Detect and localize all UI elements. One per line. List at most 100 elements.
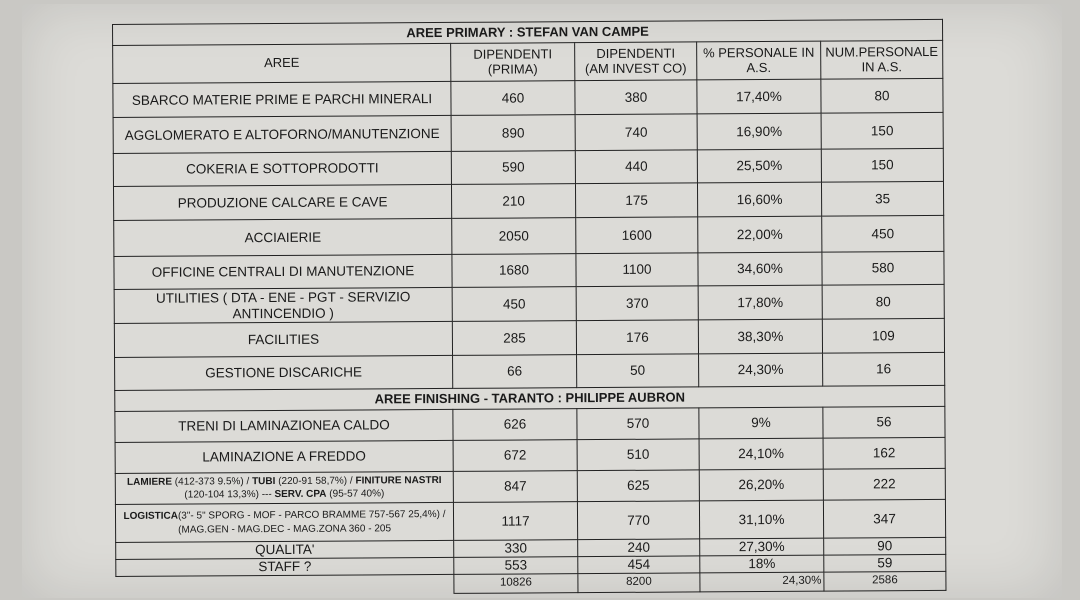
col-header-dipendenti-prima: DIPENDENTI (PRIMA): [450, 42, 575, 82]
col-header-num-as: NUM.PERSONALE IN A.S.: [820, 40, 943, 80]
finiture-label: FINITURE NASTRI: [355, 474, 442, 487]
num-cell: 80: [822, 284, 945, 320]
num-cell: 35: [821, 181, 944, 217]
perc-cell: 16,60%: [697, 182, 822, 217]
am-cell: 370: [576, 285, 699, 321]
table-row: SBARCO MATERIE PRIME E PARCHI MINERALI 4…: [112, 78, 944, 118]
am-cell: 740: [575, 113, 698, 151]
am-cell: 570: [576, 407, 700, 440]
document-table-wrapper: AREE PRIMARY : STEFAN VAN CAMPE AREE DIP…: [112, 19, 946, 596]
am-cell: 625: [577, 469, 700, 502]
perc-cell: 26,20%: [699, 469, 824, 501]
num-cell: 450: [821, 215, 944, 253]
table-row: GESTIONE DISCARICHE 66 50 24,30% 16: [114, 352, 945, 391]
am-cell: 175: [575, 182, 698, 218]
prima-cell: 1117: [453, 501, 578, 541]
area-cell-logistica: LOGISTICA(3"- 5" SPORG - MOF - PARCO BRA…: [115, 502, 454, 543]
table-row: OFFICINE CENTRALI DI MANUTENZIONE 1680 1…: [113, 251, 945, 290]
num-cell: 150: [821, 112, 944, 150]
perc-cell: 24,10%: [699, 438, 824, 470]
num-cell: 347: [823, 499, 946, 539]
col-header-line: IN A.S.: [861, 58, 903, 74]
prima-cell: 285: [452, 320, 577, 356]
col-header-dipendenti-am: DIPENDENTI (AM INVEST CO): [574, 41, 697, 81]
col-header-line: % PERSONALE IN: [702, 44, 815, 60]
tubi-text: (220-91 58,7%) /: [275, 475, 356, 487]
prima-cell: 330: [453, 539, 578, 558]
area-cell: AGGLOMERATO E ALTOFORNO/MANUTENZIONE: [113, 115, 452, 154]
num-cell: 222: [823, 468, 946, 501]
prima-cell: 590: [451, 150, 576, 185]
total-am: 8200: [577, 572, 700, 593]
area-cell: ACCIAIERIE: [113, 218, 452, 257]
num-cell: 162: [823, 437, 946, 470]
area-cell: STAFF ?: [115, 557, 454, 577]
table-row: LAMINAZIONE A FREDDO 672 510 24,10% 162: [115, 437, 946, 474]
num-cell: 59: [823, 554, 946, 573]
logistica-text: (3"- 5" SPORG - MOF - PARCO BRAMME 757-5…: [177, 508, 446, 536]
table-row: LOGISTICA(3"- 5" SPORG - MOF - PARCO BRA…: [115, 499, 946, 543]
area-cell: SBARCO MATERIE PRIME E PARCHI MINERALI: [112, 81, 452, 118]
table-row: TRENI DI LAMINAZIONEA CALDO 626 570 9% 5…: [114, 406, 946, 443]
am-cell: 176: [576, 319, 699, 355]
perc-cell: 24,30%: [698, 353, 823, 387]
tubi-label: TUBI: [252, 475, 276, 487]
am-cell: 770: [577, 500, 700, 540]
num-cell: 150: [821, 148, 944, 183]
table-row: LAMIERE (412-373 9.5%) / TUBI (220-91 58…: [115, 468, 946, 505]
area-cell: GESTIONE DISCARICHE: [114, 355, 453, 391]
total-perc: 24,30%: [699, 572, 824, 592]
lamiere-label: LAMIERE: [126, 476, 173, 488]
perc-cell: 38,30%: [698, 319, 823, 354]
prima-cell: 847: [453, 470, 578, 503]
col-header-perc-as: % PERSONALE IN A.S.: [696, 41, 821, 80]
table-row: UTILITIES ( DTA - ENE - PGT - SERVIZIO A…: [114, 284, 945, 324]
am-cell: 454: [577, 555, 700, 574]
table-row: FACILITIES 285 176 38,30% 109: [114, 318, 945, 358]
prima-cell: 2050: [451, 217, 576, 255]
num-cell: 80: [820, 78, 944, 114]
area-cell: TRENI DI LAMINAZIONEA CALDO: [114, 409, 454, 443]
paper-sheet: AREE PRIMARY : STEFAN VAN CAMPE AREE DIP…: [22, 4, 1062, 598]
area-cell: QUALITA': [115, 540, 454, 560]
lamiere-text: (412-373 9.5%) /: [171, 475, 253, 488]
perc-cell: 16,90%: [697, 113, 822, 150]
am-cell: 1600: [575, 216, 698, 254]
serv-cpa-text: (95-57 40%): [326, 488, 385, 500]
perc-cell: 31,10%: [699, 500, 824, 539]
prima-cell: 460: [450, 80, 576, 116]
area-cell: UTILITIES ( DTA - ENE - PGT - SERVIZIO A…: [114, 287, 453, 324]
col-header-line: (PRIMA): [487, 60, 538, 77]
totals-blank: [115, 574, 454, 596]
logistica-label: LOGISTICA: [123, 510, 178, 522]
area-cell: LAMINAZIONE A FREDDO: [115, 440, 454, 474]
finiture-text: (120-104 13,3%) ---: [184, 489, 275, 501]
num-cell: 16: [822, 352, 945, 387]
table-row: AGGLOMERATO E ALTOFORNO/MANUTENZIONE 890…: [113, 112, 944, 154]
am-cell: 440: [575, 149, 698, 184]
perc-cell: 25,50%: [697, 149, 822, 183]
prima-cell: 890: [451, 114, 576, 152]
perc-cell: 22,00%: [697, 216, 822, 253]
table-row: COKERIA E SOTTOPRODOTTI 590 440 25,50% 1…: [113, 148, 944, 187]
col-header-line: (AM INVEST CO): [584, 59, 687, 76]
num-cell: 109: [822, 318, 945, 354]
perc-cell: 17,80%: [698, 285, 823, 320]
num-cell: 580: [821, 251, 945, 286]
prima-cell: 672: [453, 439, 578, 472]
perc-cell: 27,30%: [699, 538, 824, 556]
prima-cell: 553: [453, 556, 578, 575]
column-header-row: AREE DIPENDENTI (PRIMA) DIPENDENTI (AM I…: [112, 40, 943, 84]
perc-cell: 17,40%: [696, 79, 822, 114]
num-cell: 90: [823, 537, 946, 556]
col-header-line: A.S.: [746, 59, 772, 75]
prima-cell: 1680: [451, 253, 577, 288]
total-prima: 10826: [453, 573, 578, 594]
table-row: ACCIAIERIE 2050 1600 22,00% 450: [113, 215, 944, 257]
col-header-line: NUM.PERSONALE: [825, 43, 939, 60]
am-cell: 240: [577, 538, 700, 557]
total-num: 2586: [823, 571, 946, 592]
col-header-line: DIPENDENTI: [473, 45, 553, 62]
area-cell: PRODUZIONE CALCARE E CAVE: [113, 184, 452, 221]
perc-cell: 34,60%: [697, 252, 823, 286]
